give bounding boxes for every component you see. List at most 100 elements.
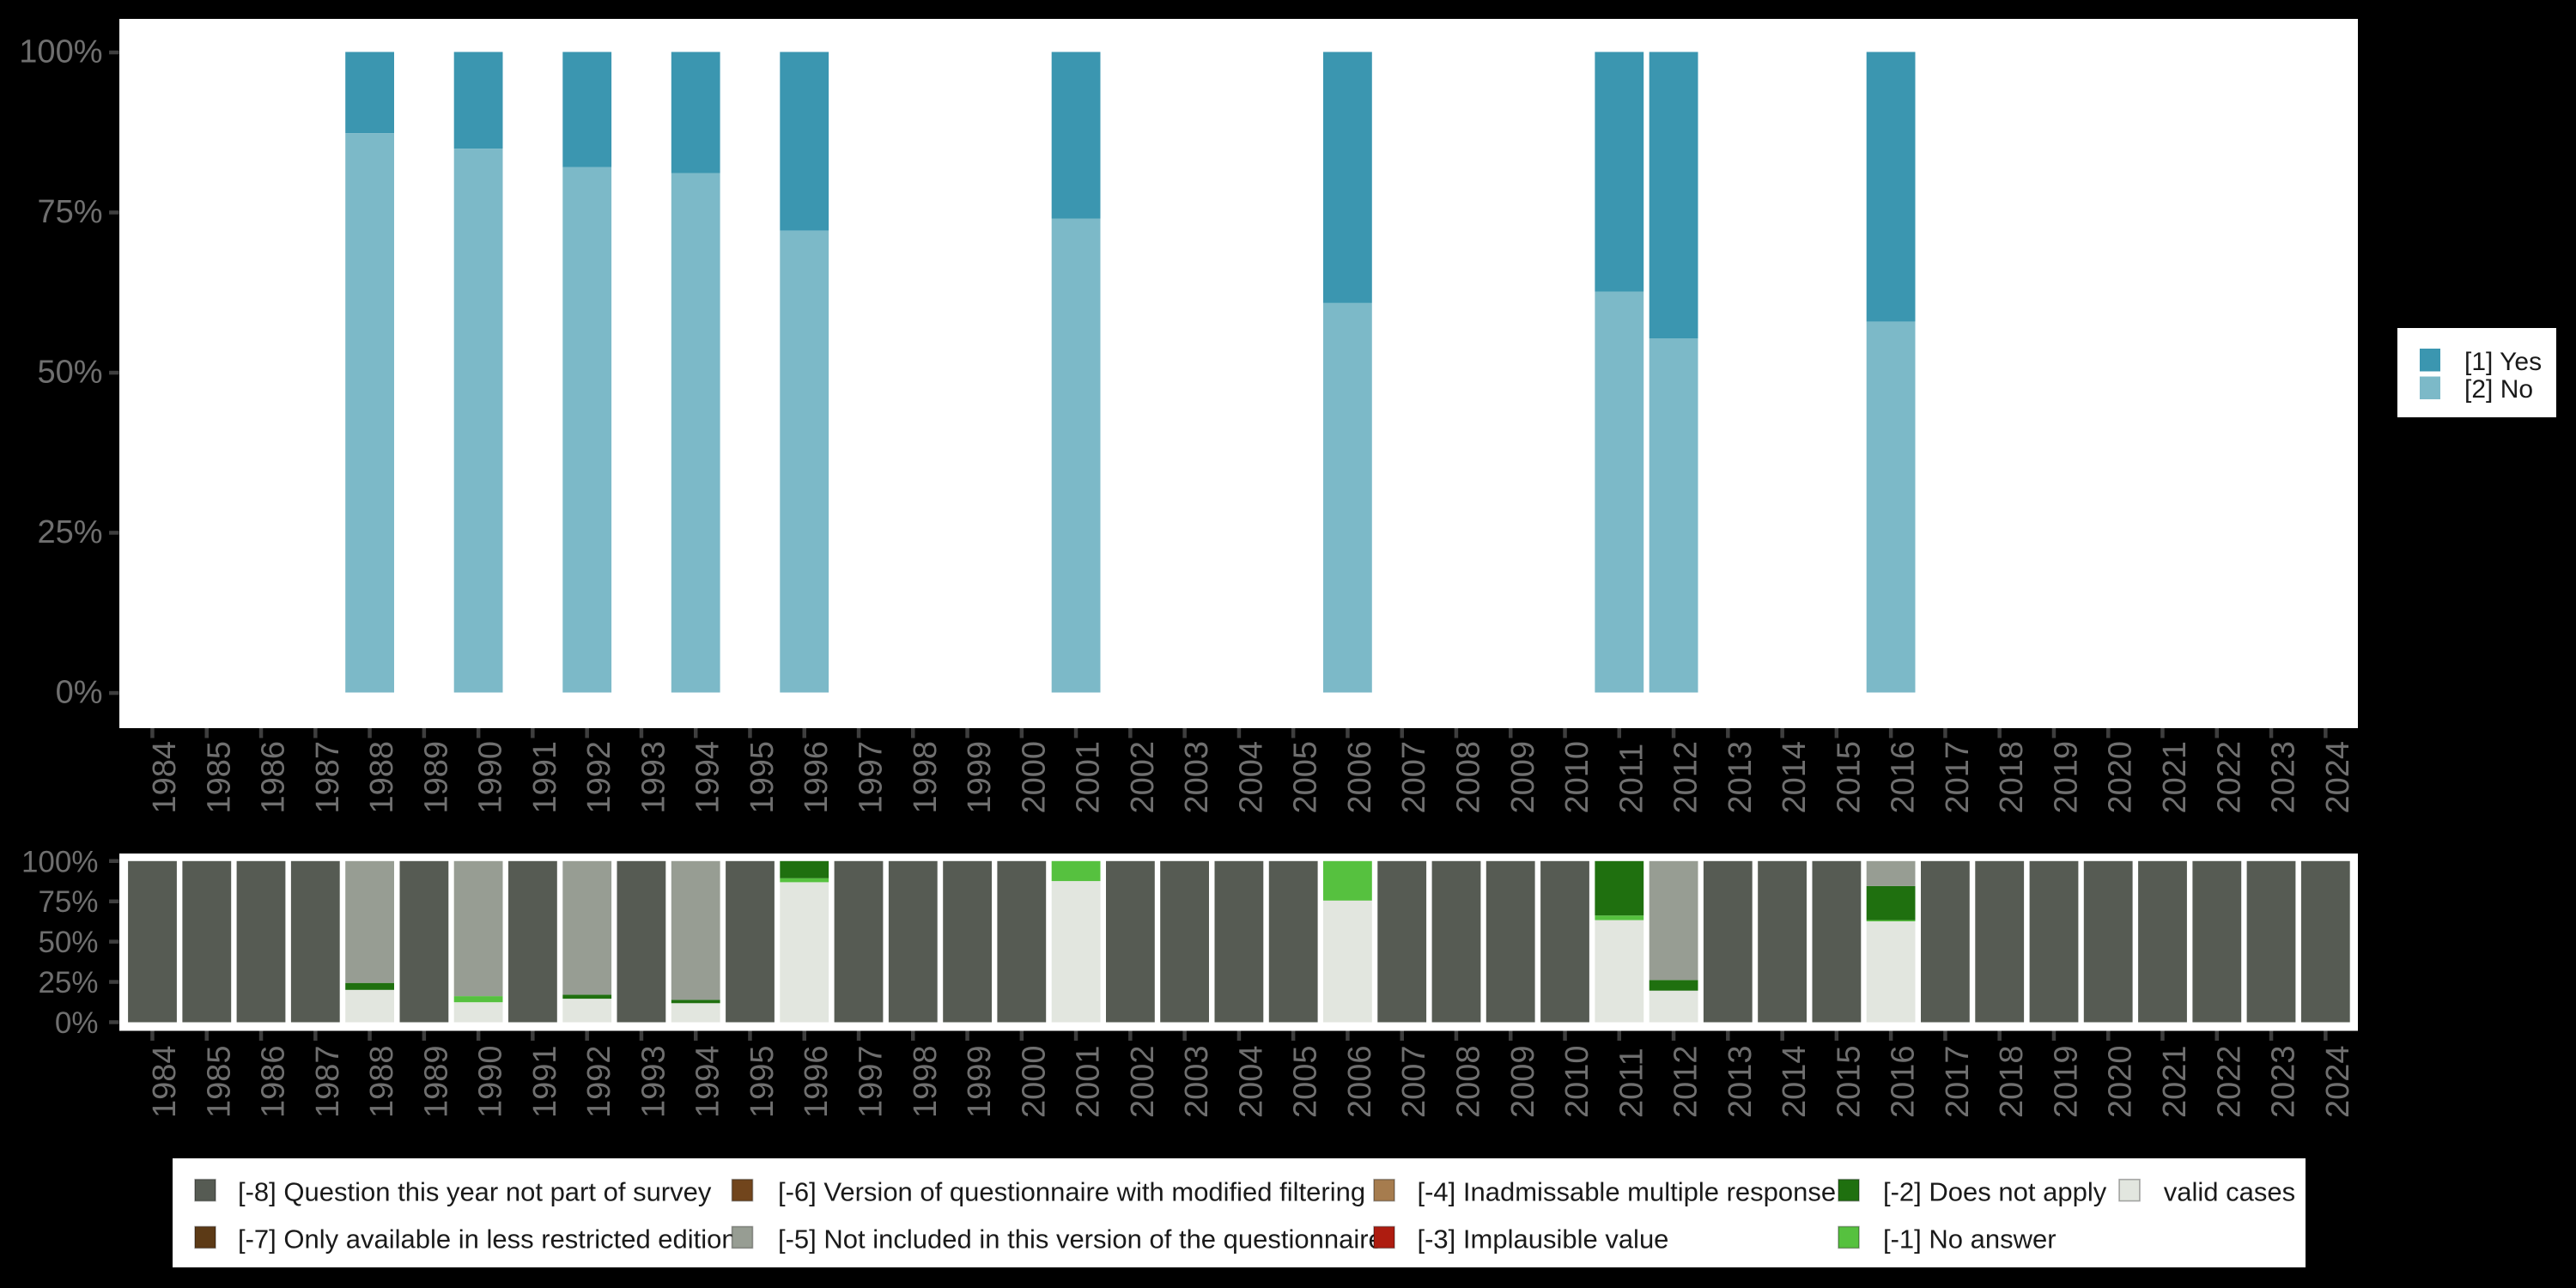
svg-text:25%: 25% [37, 514, 102, 550]
svg-text:2010: 2010 [1559, 741, 1595, 814]
svg-text:1996: 1996 [799, 1045, 835, 1118]
svg-text:1993: 1993 [635, 741, 671, 814]
svg-text:1991: 1991 [527, 1045, 563, 1118]
svg-text:1988: 1988 [364, 1045, 400, 1118]
svg-text:2015: 2015 [1831, 1045, 1867, 1118]
svg-text:2020: 2020 [2103, 741, 2139, 814]
svg-text:2009: 2009 [1505, 1045, 1541, 1118]
svg-text:100%: 100% [21, 845, 99, 878]
svg-text:1986: 1986 [256, 1045, 292, 1118]
svg-text:1991: 1991 [527, 741, 563, 814]
svg-text:2000: 2000 [1016, 741, 1052, 814]
svg-text:1992: 1992 [581, 1045, 617, 1118]
svg-text:[1] Yes: [1] Yes [2464, 348, 2542, 376]
svg-text:1988: 1988 [364, 741, 400, 814]
svg-text:2004: 2004 [1233, 1045, 1269, 1118]
svg-text:[-7] Only available in less re: [-7] Only available in less restricted e… [238, 1224, 737, 1254]
svg-text:1987: 1987 [310, 741, 346, 814]
svg-text:2012: 2012 [1668, 741, 1704, 814]
svg-text:[-6] Version of questionnaire: [-6] Version of questionnaire with modif… [778, 1176, 1365, 1206]
svg-text:1996: 1996 [799, 741, 835, 814]
svg-text:[-8] Question this year not pa: [-8] Question this year not part of surv… [238, 1176, 712, 1206]
svg-text:2001: 2001 [1071, 1045, 1107, 1118]
svg-text:2004: 2004 [1233, 741, 1269, 814]
svg-text:1985: 1985 [201, 1045, 237, 1118]
svg-text:2013: 2013 [1722, 1045, 1759, 1118]
svg-text:2023: 2023 [2266, 741, 2302, 814]
svg-text:1985: 1985 [201, 741, 237, 814]
svg-text:2017: 2017 [1940, 741, 1976, 814]
svg-text:25%: 25% [38, 966, 98, 999]
svg-text:2023: 2023 [2266, 1045, 2302, 1118]
svg-text:75%: 75% [38, 885, 98, 919]
svg-text:2013: 2013 [1722, 741, 1759, 814]
svg-text:0%: 0% [56, 675, 103, 711]
svg-text:2022: 2022 [2211, 741, 2247, 814]
svg-text:2005: 2005 [1288, 741, 1324, 814]
svg-text:[-1] No answer: [-1] No answer [1883, 1224, 2057, 1254]
svg-text:valid cases: valid cases [2164, 1176, 2295, 1206]
svg-text:2009: 2009 [1505, 741, 1541, 814]
svg-text:2000: 2000 [1016, 1045, 1052, 1118]
svg-text:2003: 2003 [1179, 741, 1215, 814]
svg-text:1994: 1994 [690, 741, 726, 814]
svg-text:2006: 2006 [1342, 741, 1378, 814]
svg-text:1993: 1993 [635, 1045, 671, 1118]
svg-text:2021: 2021 [2157, 741, 2193, 814]
svg-text:2022: 2022 [2211, 1045, 2247, 1118]
svg-text:[-3] Implausible value: [-3] Implausible value [1418, 1224, 1669, 1254]
svg-text:2018: 2018 [1994, 1045, 2030, 1118]
svg-text:2015: 2015 [1831, 741, 1867, 814]
svg-text:2018: 2018 [1994, 741, 2030, 814]
svg-text:2017: 2017 [1940, 1045, 1976, 1118]
svg-text:1984: 1984 [147, 741, 183, 814]
svg-text:1994: 1994 [690, 1045, 726, 1118]
svg-text:1984: 1984 [147, 1045, 183, 1118]
svg-text:1995: 1995 [744, 741, 781, 814]
svg-text:1992: 1992 [581, 741, 617, 814]
svg-text:2012: 2012 [1668, 1045, 1704, 1118]
svg-text:2007: 2007 [1396, 741, 1432, 814]
svg-text:1990: 1990 [473, 741, 509, 814]
svg-text:1986: 1986 [256, 741, 292, 814]
svg-text:1999: 1999 [962, 741, 998, 814]
svg-text:2001: 2001 [1071, 741, 1107, 814]
svg-text:[-2] Does not apply: [-2] Does not apply [1883, 1176, 2107, 1206]
svg-text:[-4] Inadmissable multiple res: [-4] Inadmissable multiple response [1418, 1176, 1837, 1206]
svg-text:2014: 2014 [1777, 741, 1813, 814]
svg-text:2008: 2008 [1451, 741, 1487, 814]
svg-text:2014: 2014 [1777, 1045, 1813, 1118]
svg-text:2024: 2024 [2320, 741, 2356, 814]
svg-text:1997: 1997 [854, 1045, 890, 1118]
svg-text:1995: 1995 [744, 1045, 781, 1118]
svg-text:2002: 2002 [1125, 1045, 1161, 1118]
svg-text:50%: 50% [38, 926, 98, 959]
svg-text:2007: 2007 [1396, 1045, 1432, 1118]
svg-text:2016: 2016 [1886, 741, 1922, 814]
svg-text:75%: 75% [37, 194, 102, 230]
svg-text:100%: 100% [19, 34, 102, 70]
svg-text:1990: 1990 [473, 1045, 509, 1118]
svg-text:1989: 1989 [418, 741, 454, 814]
svg-text:2008: 2008 [1451, 1045, 1487, 1118]
svg-text:1998: 1998 [908, 1045, 944, 1118]
svg-text:2011: 2011 [1613, 1048, 1649, 1118]
svg-text:1997: 1997 [854, 741, 890, 814]
svg-text:2024: 2024 [2320, 1045, 2356, 1118]
svg-text:1987: 1987 [310, 1045, 346, 1118]
svg-text:2011: 2011 [1613, 744, 1649, 814]
svg-text:1989: 1989 [418, 1045, 454, 1118]
svg-text:2005: 2005 [1288, 1045, 1324, 1118]
svg-text:2002: 2002 [1125, 741, 1161, 814]
svg-text:2003: 2003 [1179, 1045, 1215, 1118]
svg-text:2019: 2019 [2049, 1045, 2085, 1118]
svg-text:2006: 2006 [1342, 1045, 1378, 1118]
svg-text:1998: 1998 [908, 741, 944, 814]
svg-text:[2] No: [2] No [2464, 375, 2533, 404]
svg-text:[-5] Not included in this vers: [-5] Not included in this version of the… [778, 1224, 1383, 1254]
svg-text:2010: 2010 [1559, 1045, 1595, 1118]
svg-text:50%: 50% [37, 355, 102, 391]
svg-text:2021: 2021 [2157, 1045, 2193, 1118]
svg-text:1999: 1999 [962, 1045, 998, 1118]
svg-text:0%: 0% [55, 1006, 99, 1040]
